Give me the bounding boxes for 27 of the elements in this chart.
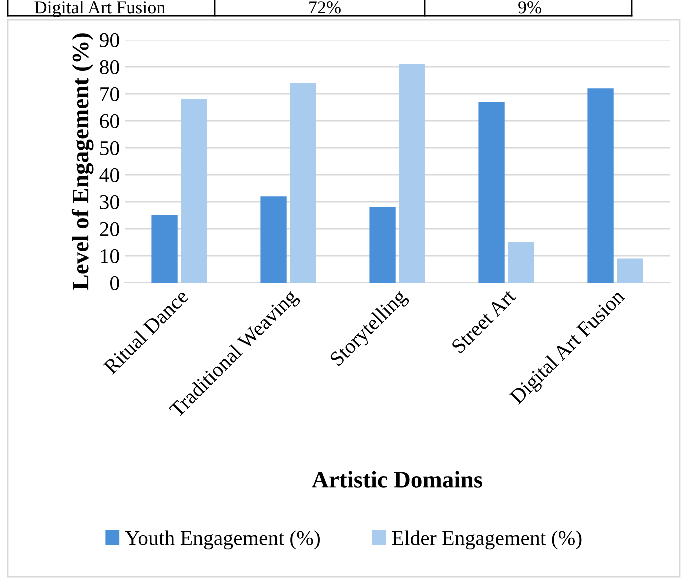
bar: [370, 207, 396, 283]
y-tick-label: 80: [100, 60, 120, 74]
y-axis-title: Level of Engagement (%): [72, 34, 94, 290]
bar: [260, 196, 287, 283]
x-axis-title: Artistic Domains: [312, 471, 482, 488]
bar: [399, 64, 426, 283]
y-tick-label: 60: [100, 114, 120, 128]
y-tick-label: 40: [100, 168, 120, 182]
y-tick-label: 50: [100, 141, 120, 156]
bar: [588, 88, 614, 283]
y-tick-label: 10: [101, 249, 120, 264]
text: 72%: [310, 2, 341, 14]
y-tick-label: 30: [100, 195, 120, 210]
bar: [478, 102, 505, 283]
bar: [181, 99, 208, 283]
bar: [508, 242, 534, 283]
bar: [617, 258, 644, 283]
bar: [290, 83, 316, 283]
text: Digital Art Fusion: [34, 1, 166, 18]
bar: [152, 216, 178, 283]
y-tick-label: 70: [100, 87, 120, 102]
legend-label: Youth Engagement (%): [125, 530, 320, 550]
y-tick-label: 0: [110, 276, 120, 290]
text: 9%: [518, 2, 542, 14]
y-tick-label: 90: [100, 33, 120, 48]
legend-label: Elder Engagement (%): [392, 530, 582, 550]
y-tick-label: 20: [100, 222, 120, 236]
